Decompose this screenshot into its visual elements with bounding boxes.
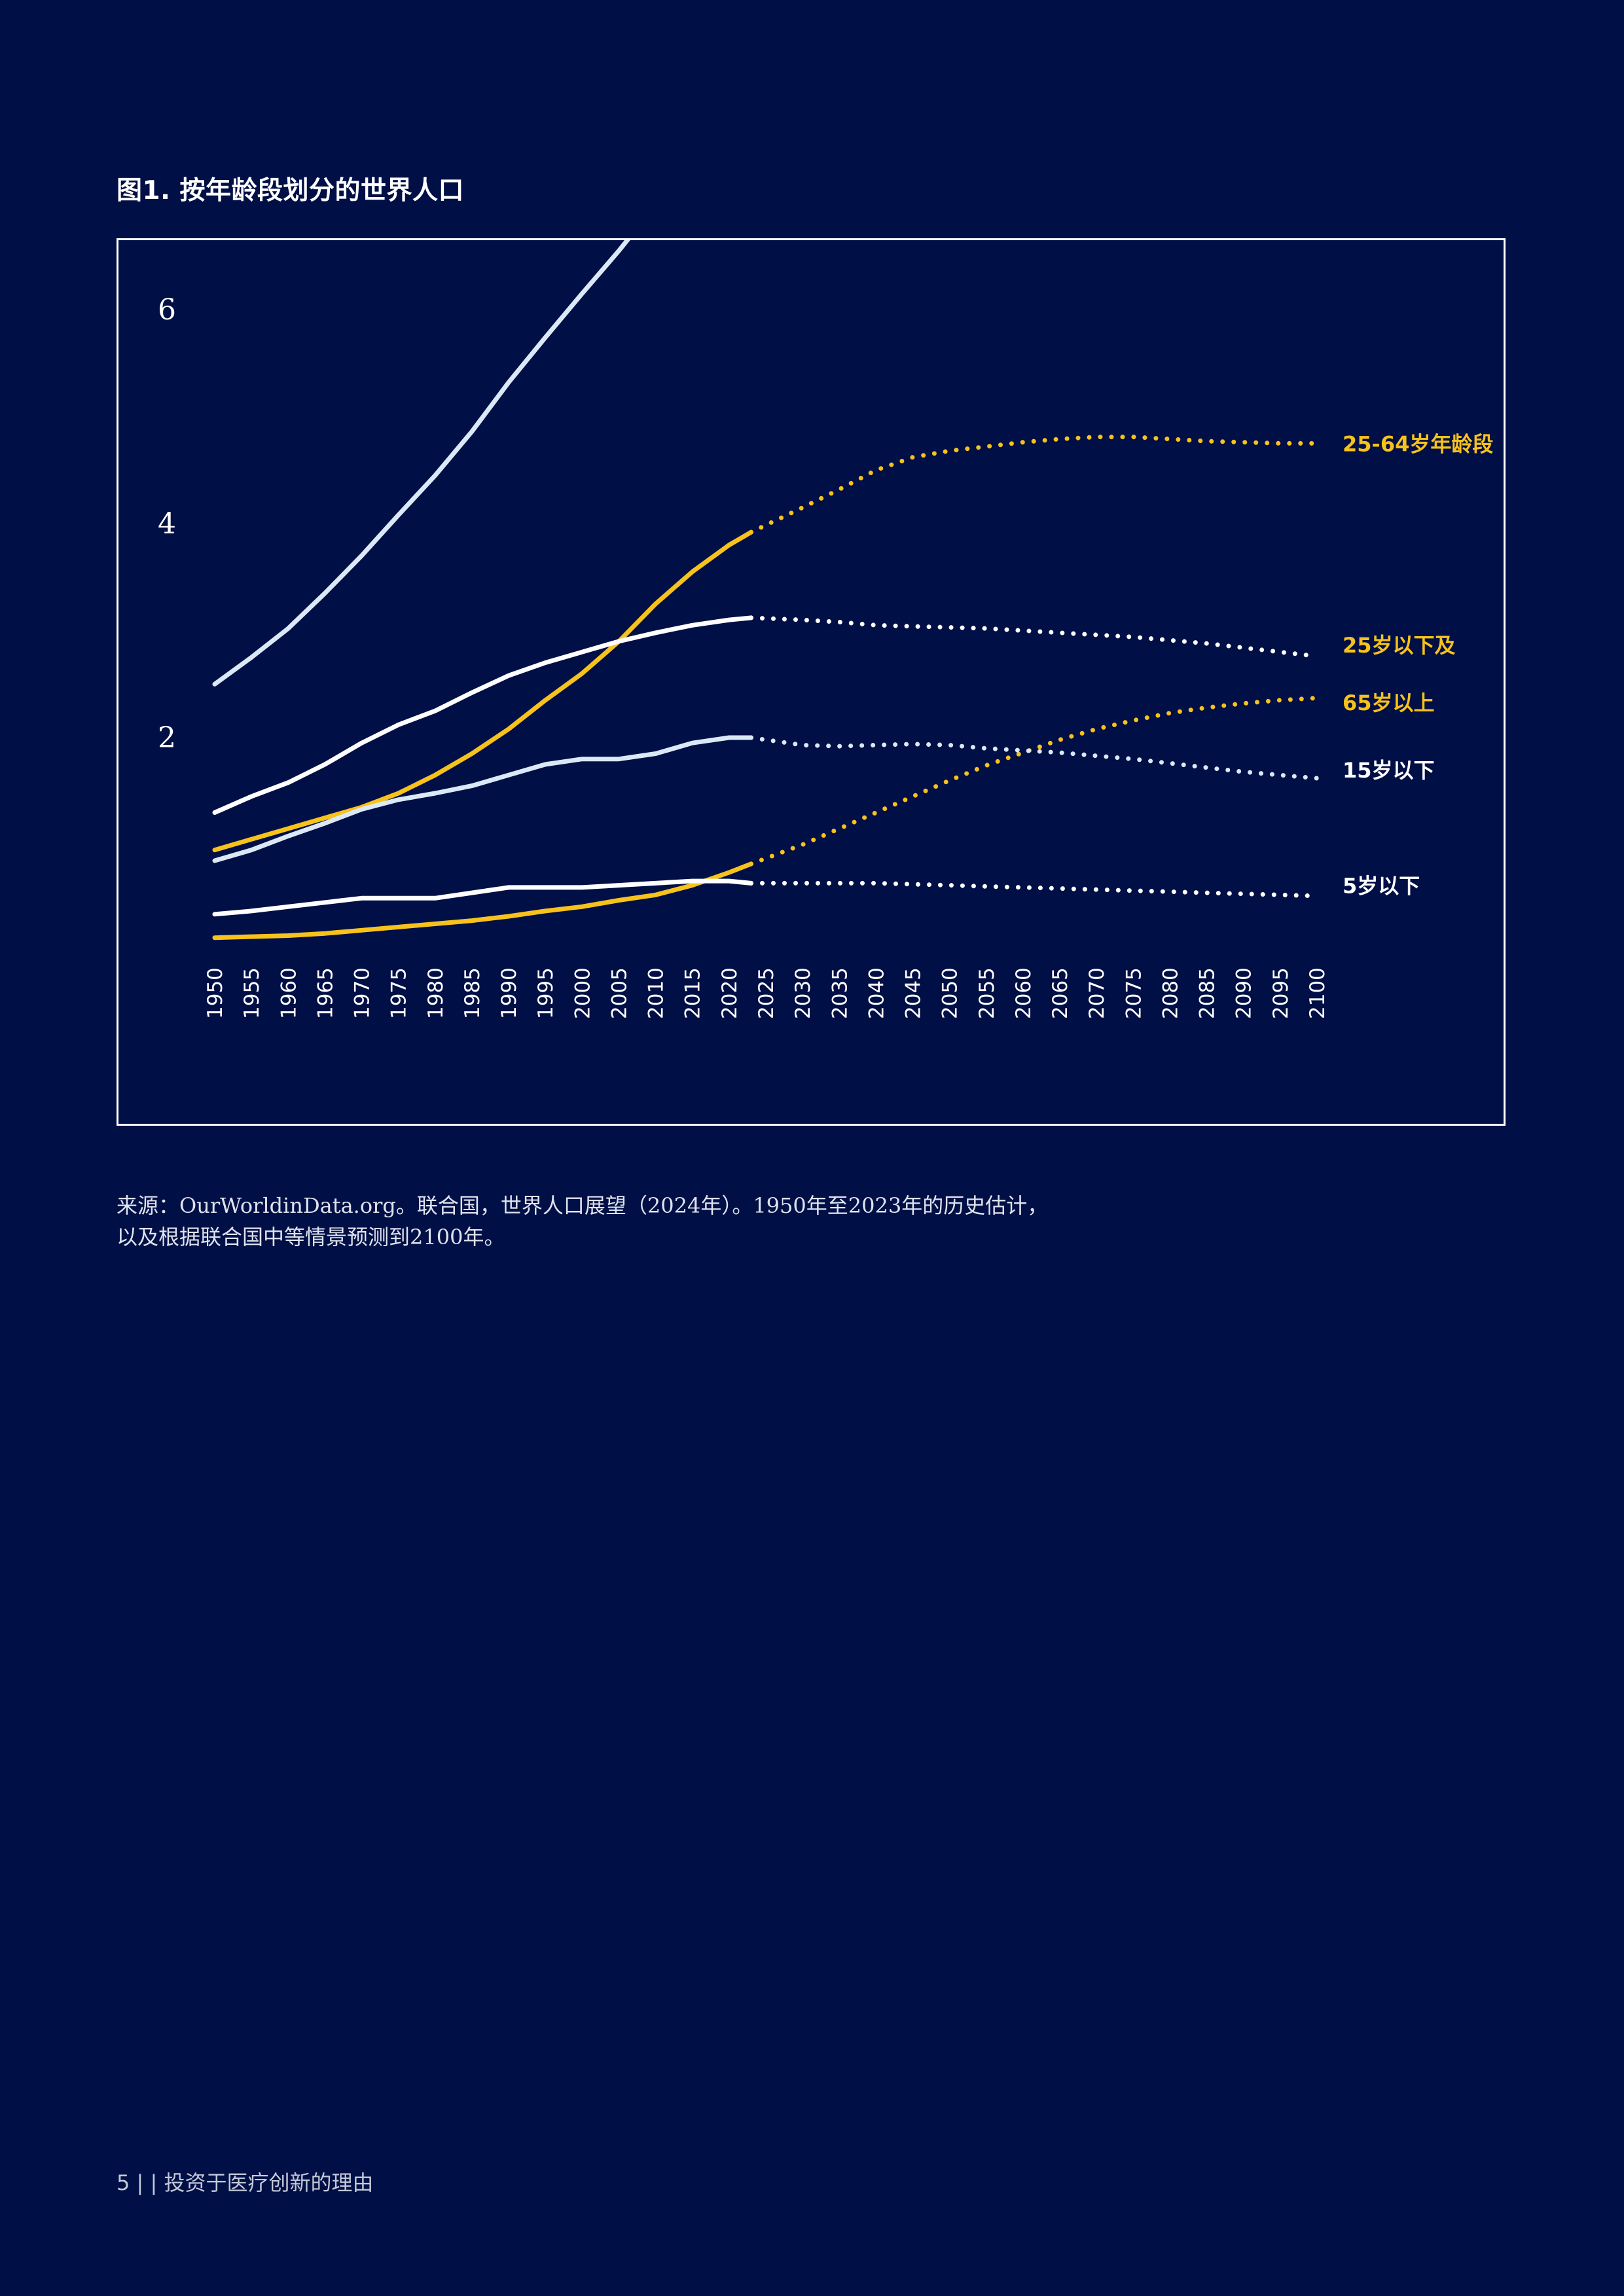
x-tick-label: 1970 [351, 967, 374, 1019]
series-lines [212, 240, 1320, 941]
x-tick-label: 1960 [277, 967, 300, 1019]
x-tick-label: 2005 [607, 967, 631, 1019]
series-line-projection-1 [749, 435, 1320, 535]
x-tick-label: 2070 [1085, 967, 1109, 1019]
series-line-historical-2 [212, 615, 753, 815]
x-tick-label: 2000 [571, 967, 594, 1019]
source-note: 来源：OurWorldinData.org。联合国，世界人口展望（2024年）。… [117, 1190, 1229, 1253]
x-tick-label: 1985 [461, 967, 484, 1019]
x-tick-label: 2080 [1159, 967, 1182, 1019]
figure-title: 图1. 按年龄段划分的世界人口 [117, 176, 465, 206]
x-tick-label: 1965 [314, 967, 337, 1019]
x-tick-label: 2015 [681, 967, 705, 1019]
series-line-historical-0 [212, 240, 630, 687]
x-tick-label: 1980 [424, 967, 448, 1019]
x-tick-label: 1990 [497, 967, 521, 1019]
series-line-historical-1 [212, 529, 753, 853]
x-tick-label: 2030 [791, 967, 815, 1019]
series-line-projection-4 [749, 735, 1320, 781]
x-tick-label: 2060 [1012, 967, 1036, 1019]
series-label: 15岁以下 [1343, 758, 1435, 783]
x-tick-label: 2085 [1196, 967, 1219, 1019]
y-tick-label: 6 [158, 293, 176, 327]
x-tick-label: 2075 [1122, 967, 1146, 1019]
series-label: 25-64岁年龄段 [1343, 431, 1493, 456]
chart-frame: 24681012 1950195519601965197019751980198… [117, 238, 1506, 1126]
x-tick-label: 2040 [865, 967, 888, 1019]
x-tick-label: 2065 [1049, 967, 1072, 1019]
x-axis-ticks: 1950 1955 1960 1965 1970 1975 1980 1985 1990 1995… [204, 967, 1329, 1019]
y-tick-label: 2 [158, 721, 176, 755]
x-tick-label: 2010 [645, 967, 668, 1019]
x-tick-label: 2035 [828, 967, 852, 1019]
y-axis-ticks: 24681012 [158, 293, 176, 755]
series-label: 5岁以下 [1343, 874, 1420, 899]
x-tick-label: 2050 [939, 967, 962, 1019]
series-line-projection-3 [749, 696, 1320, 867]
x-tick-label: 1955 [240, 967, 264, 1019]
x-tick-label: 2090 [1233, 967, 1256, 1019]
source-note-line-2: 以及根据联合国中等情景预测到2100年。 [117, 1225, 505, 1249]
x-tick-label: 2020 [718, 967, 742, 1019]
x-tick-label: 1975 [388, 967, 411, 1019]
x-tick-label: 2045 [902, 967, 926, 1019]
series-line-historical-3 [212, 861, 753, 941]
series-line-historical-4 [212, 735, 753, 863]
x-tick-label: 2025 [755, 967, 778, 1019]
x-tick-label: 2095 [1269, 967, 1293, 1019]
y-tick-label: 4 [158, 507, 176, 541]
x-tick-label: 1950 [204, 967, 227, 1019]
x-tick-label: 2055 [975, 967, 999, 1019]
series-line-projection-5 [749, 880, 1320, 899]
x-tick-label: 1995 [534, 967, 558, 1019]
series-line-projection-2 [749, 615, 1320, 659]
population-line-chart: 24681012 1950195519601965197019751980198… [158, 240, 1493, 1019]
page-footer: 5 | | 投资于医疗创新的理由 [117, 2170, 374, 2195]
series-label: 65岁以上 [1343, 691, 1435, 715]
x-tick-label: 2100 [1306, 967, 1329, 1019]
source-note-line-1: 来源：OurWorldinData.org。联合国，世界人口展望（2024年）。… [117, 1193, 1049, 1218]
series-label: 25岁以下及 [1343, 633, 1456, 658]
series-line-historical-5 [212, 878, 753, 917]
